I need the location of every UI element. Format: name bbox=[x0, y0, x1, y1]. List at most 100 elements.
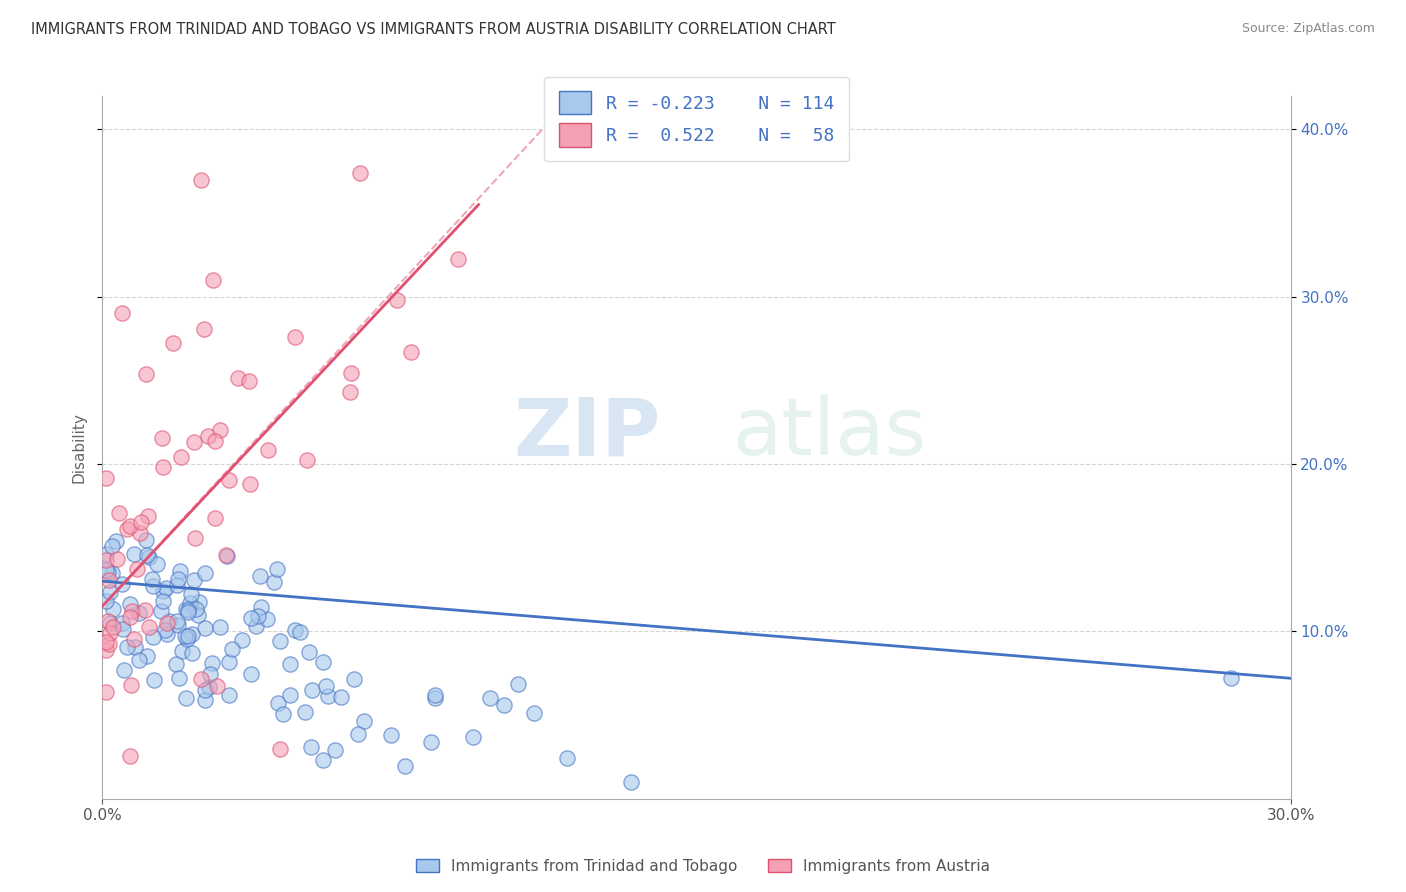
Point bbox=[247, 609, 270, 624]
Point bbox=[346, 727, 368, 741]
Point bbox=[156, 616, 179, 631]
Point bbox=[111, 616, 134, 631]
Point bbox=[136, 548, 159, 562]
Point bbox=[107, 506, 129, 520]
Point bbox=[299, 739, 322, 754]
Point bbox=[128, 606, 150, 620]
Point bbox=[150, 431, 173, 445]
Point bbox=[115, 522, 138, 536]
Point bbox=[128, 652, 150, 666]
Point bbox=[149, 604, 172, 618]
Point bbox=[194, 682, 217, 697]
Point bbox=[118, 609, 141, 624]
Point bbox=[104, 534, 127, 549]
Point bbox=[343, 672, 366, 686]
Point bbox=[190, 172, 212, 186]
Point bbox=[194, 566, 217, 581]
Y-axis label: Disability: Disability bbox=[72, 412, 86, 483]
Point bbox=[97, 565, 120, 579]
Point bbox=[250, 600, 273, 615]
Point bbox=[111, 622, 134, 636]
Point bbox=[315, 680, 337, 694]
Point bbox=[271, 706, 294, 721]
Point bbox=[101, 539, 124, 553]
Point bbox=[183, 435, 205, 450]
Point bbox=[169, 671, 191, 685]
Point bbox=[96, 643, 118, 657]
Point bbox=[284, 330, 307, 344]
Point bbox=[180, 646, 202, 660]
Point bbox=[111, 577, 134, 591]
Point bbox=[166, 572, 188, 586]
Legend: R = -0.223    N = 114, R =  0.522    N =  58: R = -0.223 N = 114, R = 0.522 N = 58 bbox=[544, 77, 848, 161]
Point bbox=[312, 753, 335, 767]
Point bbox=[194, 692, 217, 706]
Point bbox=[162, 335, 184, 350]
Point bbox=[121, 604, 143, 618]
Point bbox=[129, 525, 152, 540]
Point bbox=[174, 691, 197, 706]
Point bbox=[221, 642, 243, 657]
Point bbox=[97, 636, 120, 650]
Point bbox=[184, 531, 207, 545]
Point bbox=[284, 623, 307, 637]
Point bbox=[138, 508, 160, 523]
Point bbox=[176, 632, 198, 647]
Point bbox=[218, 473, 240, 487]
Point bbox=[278, 688, 301, 702]
Point bbox=[620, 775, 643, 789]
Point bbox=[117, 640, 139, 655]
Point bbox=[135, 368, 157, 382]
Point bbox=[425, 691, 447, 706]
Point bbox=[1220, 671, 1243, 685]
Point bbox=[257, 443, 280, 458]
Point bbox=[323, 743, 346, 757]
Point bbox=[187, 594, 209, 608]
Point bbox=[166, 578, 188, 592]
Point bbox=[169, 565, 191, 579]
Point bbox=[419, 734, 441, 748]
Point bbox=[349, 166, 371, 180]
Point bbox=[215, 549, 238, 563]
Point bbox=[96, 553, 118, 567]
Point bbox=[200, 667, 222, 681]
Point bbox=[197, 428, 219, 442]
Point bbox=[399, 345, 422, 359]
Point bbox=[98, 625, 121, 640]
Point bbox=[179, 596, 201, 610]
Point bbox=[263, 574, 285, 589]
Point bbox=[152, 460, 174, 475]
Point bbox=[97, 615, 120, 629]
Point bbox=[205, 680, 228, 694]
Point bbox=[100, 566, 122, 580]
Text: IMMIGRANTS FROM TRINIDAD AND TOBAGO VS IMMIGRANTS FROM AUSTRIA DISABILITY CORREL: IMMIGRANTS FROM TRINIDAD AND TOBAGO VS I… bbox=[31, 22, 835, 37]
Point bbox=[124, 640, 146, 654]
Point bbox=[172, 644, 194, 658]
Point bbox=[96, 547, 118, 561]
Point bbox=[181, 627, 204, 641]
Point bbox=[127, 562, 149, 576]
Point bbox=[245, 618, 267, 632]
Point bbox=[294, 705, 316, 719]
Point bbox=[479, 690, 502, 705]
Point bbox=[167, 618, 190, 632]
Point bbox=[298, 645, 321, 659]
Point bbox=[226, 371, 249, 385]
Point bbox=[238, 374, 260, 388]
Point bbox=[239, 477, 262, 491]
Point bbox=[120, 678, 142, 692]
Point bbox=[177, 606, 200, 620]
Point bbox=[316, 689, 339, 703]
Point bbox=[506, 676, 529, 690]
Point bbox=[134, 603, 156, 617]
Point bbox=[239, 666, 262, 681]
Point bbox=[96, 685, 118, 699]
Point bbox=[105, 551, 128, 566]
Point bbox=[155, 623, 177, 637]
Legend: Immigrants from Trinidad and Tobago, Immigrants from Austria: Immigrants from Trinidad and Tobago, Imm… bbox=[409, 853, 997, 880]
Point bbox=[155, 581, 177, 595]
Point bbox=[187, 608, 209, 623]
Point bbox=[143, 673, 166, 687]
Text: atlas: atlas bbox=[733, 394, 927, 472]
Point bbox=[152, 594, 174, 608]
